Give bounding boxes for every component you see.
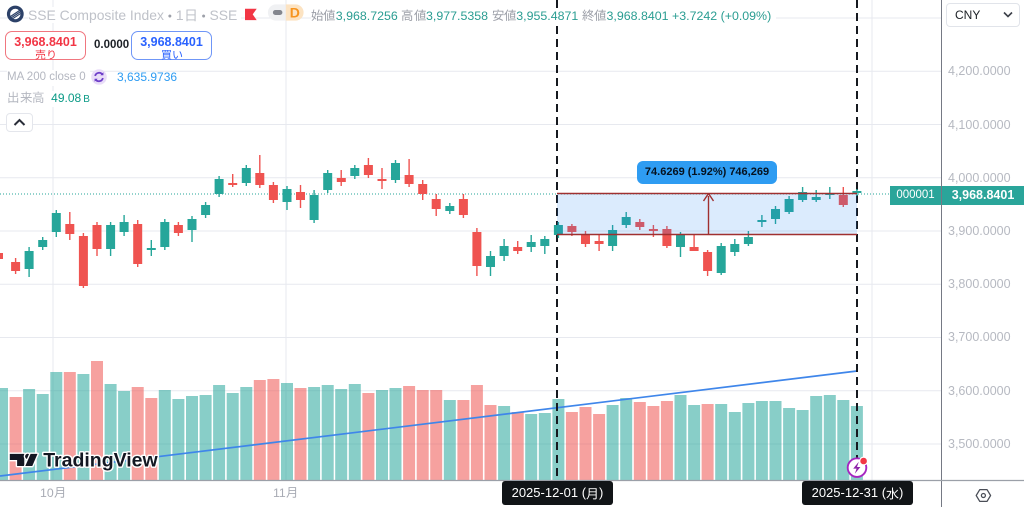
- svg-text:TradingView: TradingView: [43, 450, 158, 472]
- svg-text:D: D: [290, 4, 300, 20]
